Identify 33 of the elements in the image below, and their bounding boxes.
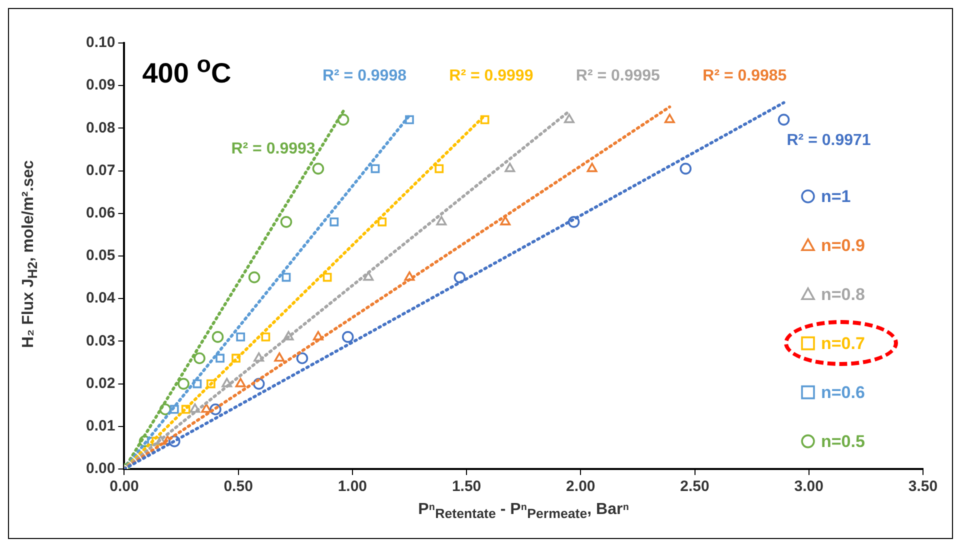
x-tick-label: 1.00 — [338, 478, 368, 496]
x-tick-label: 0.00 — [110, 478, 139, 496]
legend-label: n=1 — [821, 187, 851, 206]
y-tick-label: 0.00 — [86, 460, 116, 478]
x-tick-label: 3.00 — [794, 478, 824, 496]
y-tick-label: 0.07 — [86, 162, 116, 179]
x-axis-title: Pⁿ$_{Retentate}$ - Pⁿ$_{Permeate}$, Barⁿ — [417, 501, 630, 522]
chart-title: 400 $^{o}$C — [142, 51, 232, 90]
x-tick-label: 2.00 — [566, 478, 596, 496]
y-tick-label: 0.04 — [86, 290, 116, 307]
legend-label: n=0.6 — [821, 383, 865, 402]
legend-label: n=0.8 — [821, 285, 865, 304]
annotation: R² = 0.9995 — [576, 67, 660, 84]
x-tick-label: 0.50 — [224, 478, 253, 496]
y-tick-label: 0.01 — [86, 418, 116, 435]
y-tick-label: 0.06 — [86, 204, 116, 222]
x-tick-label: 2.50 — [680, 478, 710, 496]
y-tick-label: 0.08 — [86, 119, 116, 136]
annotation: R² = 0.9993 — [231, 140, 316, 158]
annotation: R² = 0.9998 — [322, 67, 407, 84]
y-tick-label: 0.03 — [86, 332, 116, 350]
legend-label: n=0.7 — [821, 334, 865, 354]
y-tick-label: 0.10 — [86, 34, 116, 52]
legend-label: n=0.9 — [821, 236, 865, 256]
y-tick-label: 0.05 — [86, 247, 116, 264]
x-tick-label: 1.50 — [452, 478, 482, 496]
y-tick-label: 0.09 — [86, 76, 116, 94]
x-tick-label: 3.50 — [908, 478, 938, 496]
annotation: R² = 0.9971 — [786, 132, 871, 150]
annotation: R² = 0.9999 — [449, 67, 534, 84]
annotation: R² = 0.9985 — [702, 67, 787, 84]
y-tick-label: 0.02 — [86, 374, 116, 392]
legend-label: n=0.5 — [821, 432, 865, 451]
